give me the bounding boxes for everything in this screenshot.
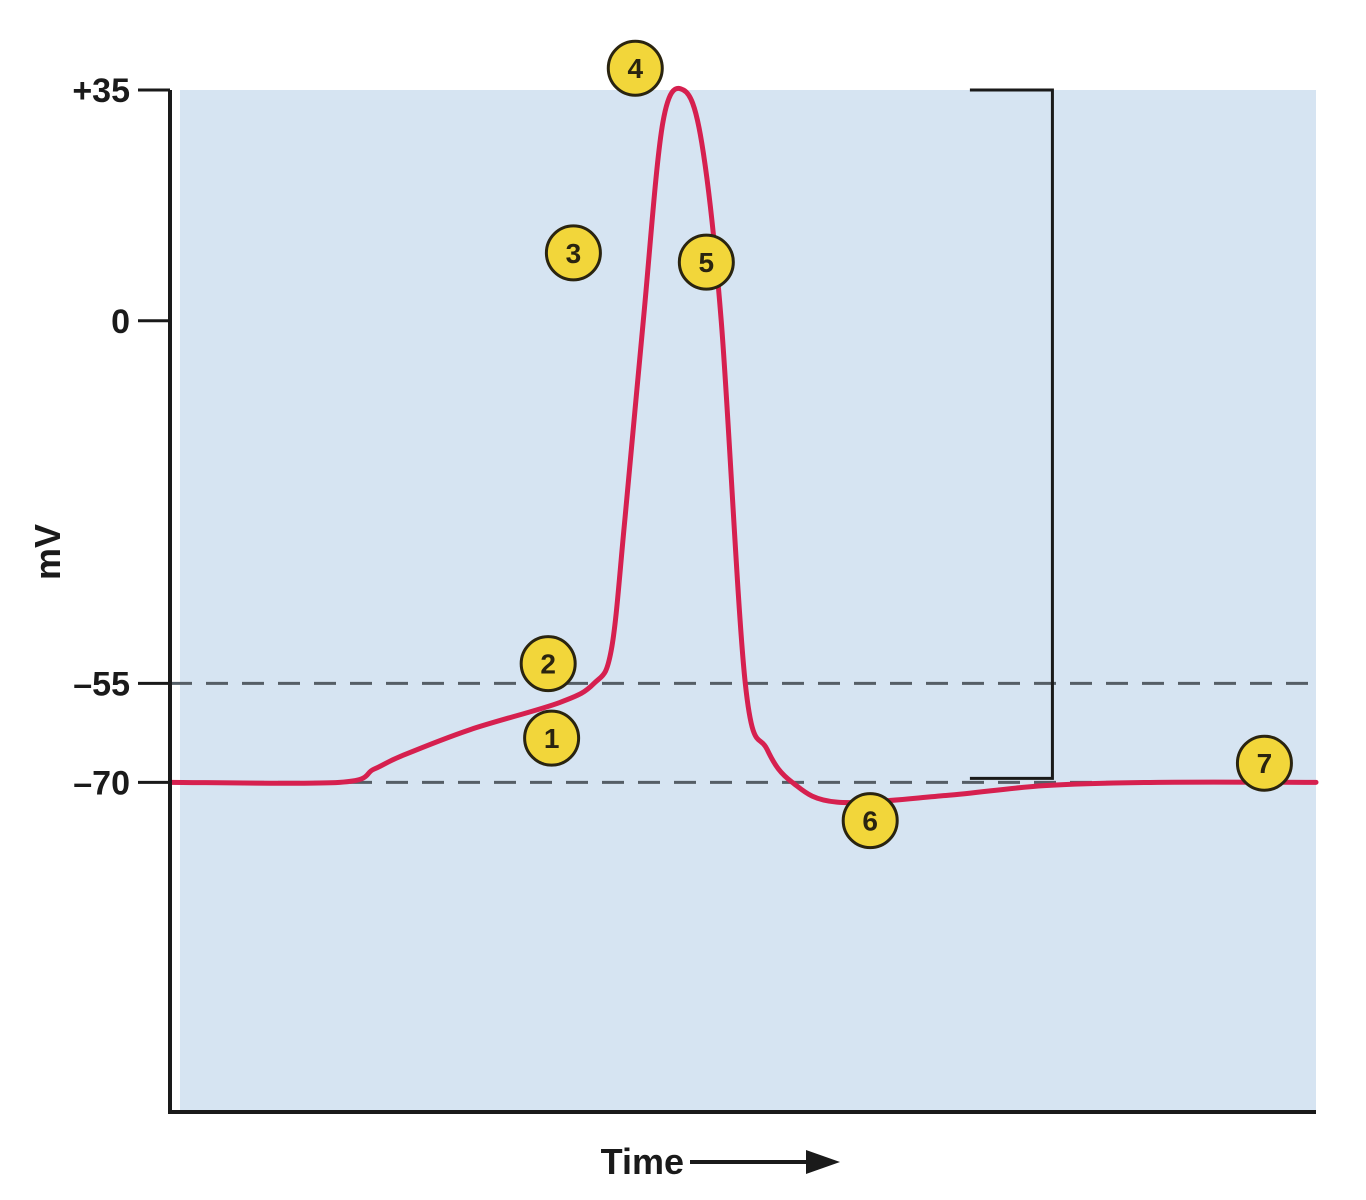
y-ticks: +35 0 –55 –70 (72, 72, 170, 802)
y-tick-label: –55 (73, 665, 130, 703)
phase-marker-3: 3 (544, 224, 602, 282)
plot-background (180, 90, 1316, 1112)
phase-marker-6: 6 (841, 792, 899, 850)
phase-marker-circle (677, 233, 735, 291)
phase-marker-label: 2 (540, 649, 556, 680)
y-tick-label: –70 (73, 764, 130, 802)
phase-marker-label: 3 (566, 238, 582, 269)
phase-marker-circle (1235, 734, 1293, 792)
x-axis-label: Time (601, 1141, 684, 1182)
phase-marker-4: 4 (606, 39, 664, 97)
phase-marker-label: 1 (544, 723, 560, 754)
bracket-line (969, 88, 1054, 780)
time-arrow-icon (690, 1150, 840, 1174)
phase-marker-circle (519, 635, 577, 693)
y-axis-label: mV (27, 524, 68, 580)
series-line-membrane-potential (167, 85, 1319, 806)
phase-marker-label: 5 (699, 247, 715, 278)
refractory-bracket (969, 88, 1054, 780)
phase-marker-circle (544, 224, 602, 282)
phase-markers: 1 2 3 4 5 6 7 (519, 39, 1293, 850)
y-tick-label: 0 (111, 303, 130, 341)
axes (168, 90, 1316, 1114)
phase-marker-circle (606, 39, 664, 97)
phase-marker-label: 4 (627, 53, 643, 84)
phase-marker-label: 7 (1257, 748, 1273, 779)
phase-marker-1: 1 (523, 709, 581, 767)
phase-marker-7: 7 (1235, 734, 1293, 792)
phase-marker-circle (523, 709, 581, 767)
phase-marker-label: 6 (862, 806, 878, 837)
y-tick-label: +35 (72, 72, 130, 110)
phase-marker-circle (841, 792, 899, 850)
phase-marker-5: 5 (677, 233, 735, 291)
phase-marker-2: 2 (519, 635, 577, 693)
arrow-head (806, 1150, 840, 1174)
